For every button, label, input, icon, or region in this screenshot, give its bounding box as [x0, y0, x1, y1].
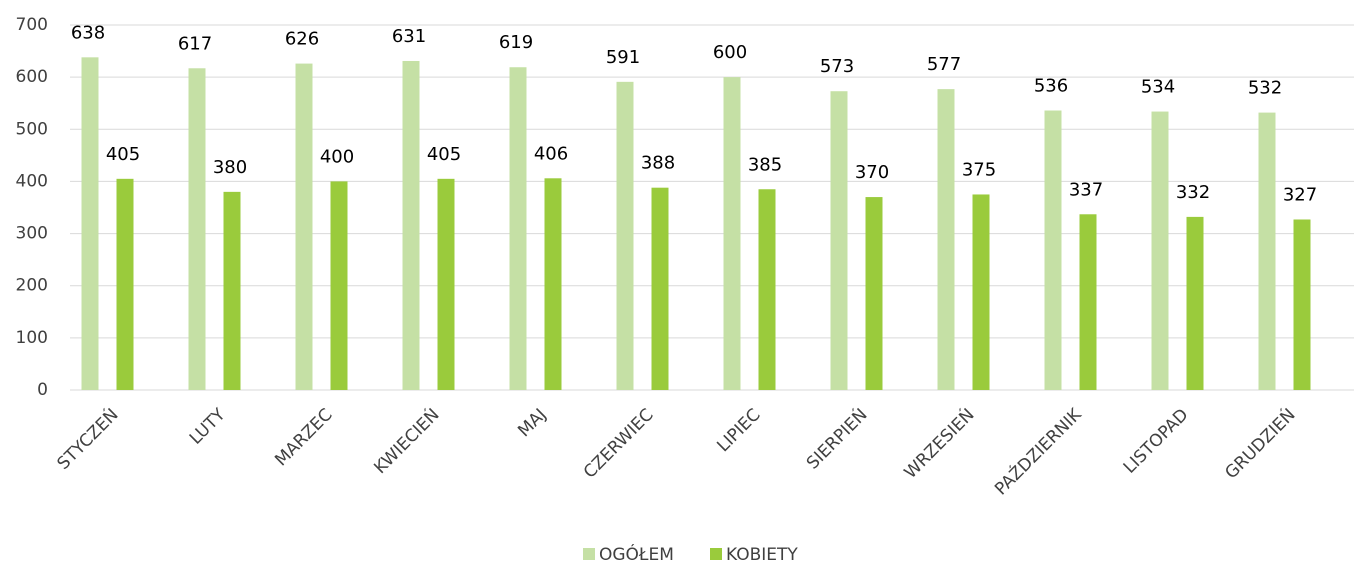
y-tick-label: 400	[16, 171, 48, 191]
legend-label: OGÓŁEM	[599, 543, 674, 565]
bar	[402, 60, 420, 390]
x-tick-label: SIERPIEŃ	[802, 404, 872, 474]
bar	[223, 191, 241, 390]
bar	[1044, 110, 1062, 390]
value-label: 405	[106, 144, 140, 165]
bar	[723, 77, 741, 391]
value-label: 337	[1069, 179, 1103, 200]
bar	[295, 63, 313, 390]
x-tick-label: GRUDZIEŃ	[1220, 404, 1300, 484]
legend-label: KOBIETY	[726, 545, 798, 565]
x-tick-label: MARZEC	[271, 405, 336, 470]
y-tick-label: 500	[16, 119, 48, 139]
value-label: 617	[178, 33, 212, 54]
bar	[1079, 214, 1097, 390]
bar	[1186, 216, 1204, 390]
value-label: 619	[499, 32, 533, 53]
bar	[616, 81, 634, 390]
bar	[509, 67, 527, 390]
value-label: 534	[1141, 77, 1175, 98]
value-label: 626	[285, 29, 319, 50]
value-label: 385	[748, 154, 782, 175]
y-tick-label: 0	[37, 380, 48, 400]
value-label: 370	[855, 162, 889, 183]
x-tick-label: CZERWIEC	[580, 405, 658, 483]
value-label: 327	[1283, 184, 1317, 205]
bar	[1151, 111, 1169, 391]
y-tick-label: 200	[16, 276, 48, 296]
value-label: 577	[927, 54, 961, 75]
bar	[116, 178, 134, 390]
value-label: 375	[962, 159, 996, 180]
x-tick-label: PAŹDZIERNIK	[990, 403, 1087, 500]
x-tick-label: MAJ	[514, 405, 550, 441]
bar	[972, 194, 990, 390]
x-tick-label: LISTOPAD	[1120, 405, 1193, 478]
value-label: 638	[71, 22, 105, 43]
value-label: 332	[1176, 182, 1210, 203]
bar	[544, 178, 562, 390]
bar	[1258, 112, 1276, 390]
y-tick-label: 700	[16, 15, 48, 35]
bar	[758, 189, 776, 390]
y-tick-label: 300	[16, 224, 48, 244]
legend-swatch	[710, 548, 722, 560]
bar	[188, 68, 206, 391]
bar	[330, 181, 348, 390]
x-tick-label: LIPIEC	[713, 405, 764, 456]
bar	[1293, 219, 1311, 390]
y-tick-label: 600	[16, 67, 48, 87]
x-tick-label: WRZESIEŃ	[899, 404, 978, 483]
value-label: 380	[213, 157, 247, 178]
value-label: 591	[606, 47, 640, 68]
bar	[437, 178, 455, 390]
x-tick-label: KWIECIEŃ	[369, 404, 444, 479]
value-label: 631	[392, 26, 426, 47]
y-tick-label: 100	[16, 328, 48, 348]
value-label: 406	[534, 143, 568, 164]
value-label: 573	[820, 56, 854, 77]
bar	[865, 197, 883, 390]
bar	[81, 57, 99, 390]
x-tick-label: STYCZEŃ	[52, 404, 122, 474]
value-label: 532	[1248, 78, 1282, 99]
value-label: 600	[713, 42, 747, 63]
legend-swatch	[583, 548, 595, 560]
value-label: 388	[641, 153, 675, 174]
bar	[830, 91, 848, 390]
bar	[651, 187, 669, 390]
value-label: 400	[320, 146, 354, 167]
value-label: 405	[427, 144, 461, 165]
x-tick-label: LUTY	[186, 404, 230, 448]
value-label: 536	[1034, 76, 1068, 97]
bar	[937, 89, 955, 390]
